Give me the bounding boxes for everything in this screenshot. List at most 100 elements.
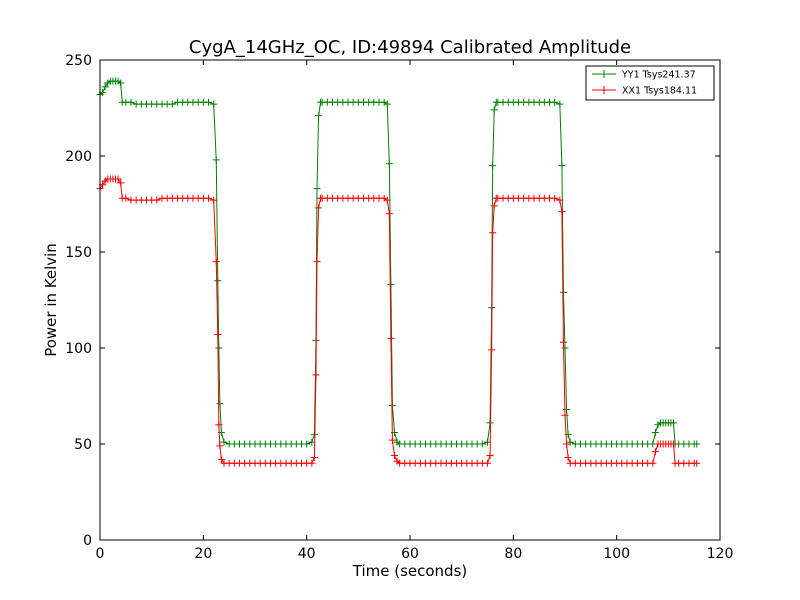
data-point xyxy=(168,100,176,108)
legend-marker-yy1 xyxy=(600,70,608,78)
data-point xyxy=(117,179,125,187)
data-point xyxy=(693,459,701,467)
data-point xyxy=(127,98,135,106)
data-point xyxy=(559,288,567,296)
data-point xyxy=(561,411,569,419)
data-point xyxy=(489,229,497,237)
data-point xyxy=(385,160,393,168)
y-tick-label: 100 xyxy=(65,341,92,357)
x-tick-label: 0 xyxy=(96,546,105,562)
x-tick-label: 60 xyxy=(401,546,419,562)
data-point xyxy=(559,338,567,346)
data-point xyxy=(486,452,494,460)
data-point xyxy=(216,442,224,450)
y-axis-label: Power in Kelvin xyxy=(42,243,60,357)
data-point xyxy=(484,459,491,467)
y-tick-label: 150 xyxy=(65,245,92,261)
data-point xyxy=(561,344,569,352)
x-tick-label: 20 xyxy=(194,546,212,562)
data-point xyxy=(217,455,225,463)
data-point xyxy=(101,83,109,91)
data-point xyxy=(153,196,161,204)
data-point xyxy=(651,428,659,436)
data-point xyxy=(387,281,395,289)
data-point xyxy=(490,106,498,114)
data-point xyxy=(122,194,130,202)
data-point xyxy=(670,419,677,427)
data-point xyxy=(556,100,564,108)
data-point xyxy=(558,208,566,216)
data-point xyxy=(391,452,398,460)
data-point xyxy=(563,405,571,413)
data-point xyxy=(308,459,316,467)
series-yy1 xyxy=(96,77,701,448)
x-tick-label: 80 xyxy=(504,546,522,562)
series-xx1 xyxy=(96,175,701,467)
data-point xyxy=(313,185,321,193)
data-point xyxy=(210,100,218,108)
data-point xyxy=(315,112,323,120)
data-point xyxy=(205,98,212,106)
data-point xyxy=(313,258,321,266)
legend-label-yy1: YY1 Tsys241.37 xyxy=(621,70,696,81)
data-point xyxy=(315,204,323,212)
data-point xyxy=(380,98,388,106)
data-point xyxy=(220,438,228,446)
data-point xyxy=(564,453,572,461)
x-tick-label: 120 xyxy=(707,546,734,562)
legend-marker-xx1 xyxy=(600,86,608,94)
data-point xyxy=(490,202,498,210)
x-tick-label: 40 xyxy=(298,546,316,562)
data-point xyxy=(310,453,318,461)
data-point xyxy=(556,196,564,204)
series-layer xyxy=(96,77,701,467)
x-axis-label: Time (seconds) xyxy=(352,562,468,580)
data-point xyxy=(649,459,657,467)
data-point xyxy=(388,436,396,444)
data-point xyxy=(385,210,393,218)
legend: YY1 Tsys241.37 XX1 Tsys184.11 xyxy=(585,65,715,101)
data-point xyxy=(308,438,316,446)
data-point xyxy=(651,448,659,456)
y-tick-label: 250 xyxy=(65,53,92,69)
data-point xyxy=(693,440,701,448)
data-point xyxy=(566,438,574,446)
data-point xyxy=(489,162,497,170)
data-point xyxy=(558,162,566,170)
data-point xyxy=(114,175,122,183)
series-line xyxy=(99,178,697,464)
series-line xyxy=(99,80,697,445)
data-point xyxy=(205,194,212,202)
data-point xyxy=(551,194,559,202)
data-point xyxy=(214,331,222,339)
data-point xyxy=(387,334,395,342)
y-tick-label: 200 xyxy=(65,149,92,165)
data-point xyxy=(488,346,496,354)
data-point xyxy=(215,421,223,429)
data-point xyxy=(214,277,222,285)
plot-frame xyxy=(99,59,721,541)
ticks-layer: 0 20 40 60 80 100 120 0 50 100 150 200 250 xyxy=(65,53,733,562)
data-point xyxy=(215,344,223,352)
data-point xyxy=(212,258,220,266)
data-point xyxy=(563,440,571,448)
data-point xyxy=(383,100,391,108)
data-point xyxy=(312,371,320,379)
data-point xyxy=(478,440,486,448)
data-point xyxy=(380,194,388,202)
chart-title: CygA_14GHz_OC, ID:49894 Calibrated Ampli… xyxy=(189,37,631,58)
legend-box xyxy=(585,65,715,101)
legend-label-xx1: XX1 Tsys184.11 xyxy=(622,86,697,97)
y-tick-label: 50 xyxy=(74,437,92,453)
data-point xyxy=(210,196,218,204)
data-point xyxy=(551,98,559,106)
data-point xyxy=(383,196,391,204)
data-point xyxy=(212,156,220,164)
data-point xyxy=(303,440,311,448)
data-point xyxy=(216,400,224,408)
data-point xyxy=(117,79,125,87)
x-tick-label: 100 xyxy=(603,546,630,562)
y-tick-label: 0 xyxy=(83,533,92,549)
data-point xyxy=(670,440,677,448)
